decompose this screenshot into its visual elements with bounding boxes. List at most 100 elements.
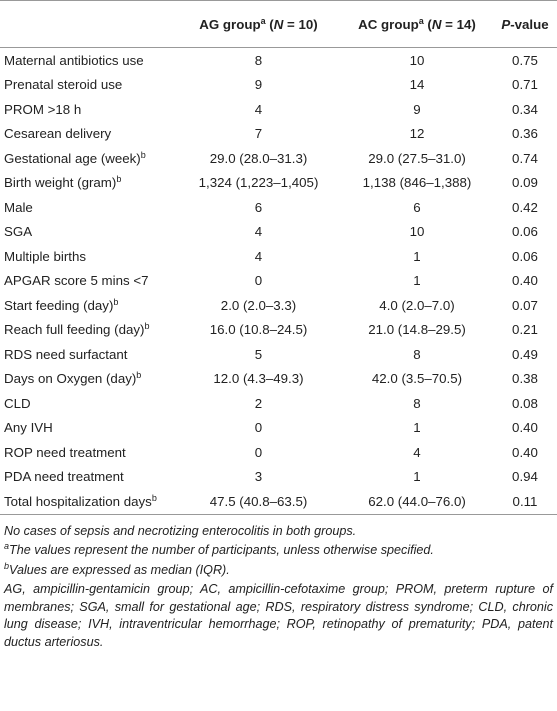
row-label-cell: Prenatal steroid use [0,73,176,98]
table-cell: 0.94 [512,469,538,485]
table-cell: 0 [254,420,263,436]
table-cell: 0.06 [512,224,538,240]
footnotes: No cases of sepsis and necrotizing enter… [0,515,557,652]
footnote-text: AG, ampicillin-gentamicin group; AC, amp… [4,582,553,649]
table-cell: 10 [409,52,425,68]
table-row: Start feeding (day)b 2.0 (2.0–3.3) 4.0 (2.… [0,293,557,318]
row-label: Total hospitalization days [4,493,152,509]
table-cell: 29.0 (28.0–31.3) [209,150,308,166]
row-label-cell: Multiple births [0,244,176,269]
footnote-mark: b [116,174,122,185]
table-cell: 1 [413,248,421,264]
table-cell: 4 [254,101,263,117]
table-cell: 0.38 [512,371,538,387]
footnote: No cases of sepsis and necrotizing enter… [4,523,553,541]
row-label: ROP need treatment [4,444,126,460]
row-label-cell: Cesarean delivery [0,122,176,147]
table-cell: 0.21 [512,322,538,338]
footnote: aThe values represent the number of part… [4,542,553,560]
table-cell: 0.71 [512,77,538,93]
footnote-mark: b [4,560,10,571]
table-cell: 6 [254,199,263,215]
table-row: Any IVH 0 1 0.40 [0,416,557,441]
row-label: Multiple births [4,248,87,264]
table-row: Cesarean delivery 7 12 0.36 [0,122,557,147]
table-row: SGA 4 10 0.06 [0,220,557,245]
row-label-cell: RDS need surfactant [0,342,176,367]
table-cell: 6 [413,199,421,215]
footnote-text: Values are expressed as median (IQR). [9,562,230,577]
table-cell: 0.11 [493,489,557,515]
header-row: AG groupa (N = 10) AC groupa (N = 14) P-… [0,0,557,48]
header-text: AG group [199,16,261,32]
table-cell: 7 [254,126,263,142]
table-cell: 3 [254,469,263,485]
row-label-cell: SGA [0,220,176,245]
table-cell: 0 [254,444,263,460]
table-cell: 4 [413,444,421,460]
table-cell: 0.34 [512,101,538,117]
table-cell: 21.0 (14.8–29.5) [368,322,466,338]
row-label: SGA [4,224,33,240]
table-row: RDS need surfactant 5 8 0.49 [0,342,557,367]
footnote-mark: b [136,370,142,381]
footnote-mark: a [418,15,424,26]
table-cell: 10 [409,224,425,240]
table-cell: 8 [254,52,263,68]
table-cell: 0.42 [512,199,538,215]
table-row: Gestational age (week)b 29.0 (28.0–31.3) 2… [0,146,557,171]
table-row: Reach full feeding (day)b 16.0 (10.8–24.5… [0,318,557,343]
row-label: Maternal antibiotics use [4,52,144,68]
row-label: PROM >18 h [4,101,82,117]
header-text: ( [265,16,274,32]
table-cell: 47.5 (40.8–63.5) [176,489,341,515]
footnote-mark: a [260,15,266,26]
table-row: CLD 2 8 0.08 [0,391,557,416]
table-cell: 0.06 [512,248,538,264]
row-label-cell: Male [0,195,176,220]
table-cell: 29.0 (27.5–31.0) [368,150,466,166]
table-cell: 1 [413,273,421,289]
row-label-cell: Gestational age (week)b [0,146,176,171]
table-cell: 4 [254,224,263,240]
table-cell: 2.0 (2.0–3.3) [220,297,297,313]
row-label: APGAR score 5 mins <7 [4,273,149,289]
row-label: RDS need surfactant [4,346,128,362]
header-text: -value [510,16,549,32]
table-cell: 9 [413,101,421,117]
table-row: Maternal antibiotics use 8 10 0.75 [0,48,557,73]
row-label: Gestational age (week) [4,150,141,166]
header-p-letter: P [501,16,511,32]
header-text: = 14) [441,16,476,32]
table-cell: 4.0 (2.0–7.0) [379,297,455,313]
table-cell: 62.0 (44.0–76.0) [341,489,493,515]
footnote-mark: b [151,492,157,503]
table-cell: 1,138 (846–1,388) [362,175,472,191]
table-cell: 12 [409,126,425,142]
header-n: N [273,16,284,32]
table-cell: 0.08 [512,395,538,411]
table-cell: 0.40 [512,420,538,436]
row-label: Start feeding (day) [4,297,114,313]
row-label-cell: PROM >18 h [0,97,176,122]
header-blank [0,0,176,48]
table-row: Male 6 6 0.42 [0,195,557,220]
header-ac: AC groupa (N = 14) [341,0,493,48]
footnote: AG, ampicillin-gentamicin group; AC, amp… [4,581,553,651]
footnote-mark: b [144,321,150,332]
header-n: N [431,16,442,32]
table-cell: 12.0 (4.3–49.3) [213,371,304,387]
table-cell: 0.75 [512,52,538,68]
header-text: = 10) [283,16,318,32]
row-label: Male [4,199,33,215]
footnote-mark: b [140,149,146,160]
row-label: PDA need treatment [4,469,124,485]
row-label-cell: Start feeding (day)b [0,293,176,318]
table-row: Days on Oxygen (day)b 12.0 (4.3–49.3) 42.0… [0,367,557,392]
header-p: P-value [493,0,557,48]
row-label: Reach full feeding (day) [4,322,145,338]
table-cell: 8 [413,346,421,362]
footnote: bValues are expressed as median (IQR). [4,560,553,580]
table-cell: 0 [254,273,263,289]
